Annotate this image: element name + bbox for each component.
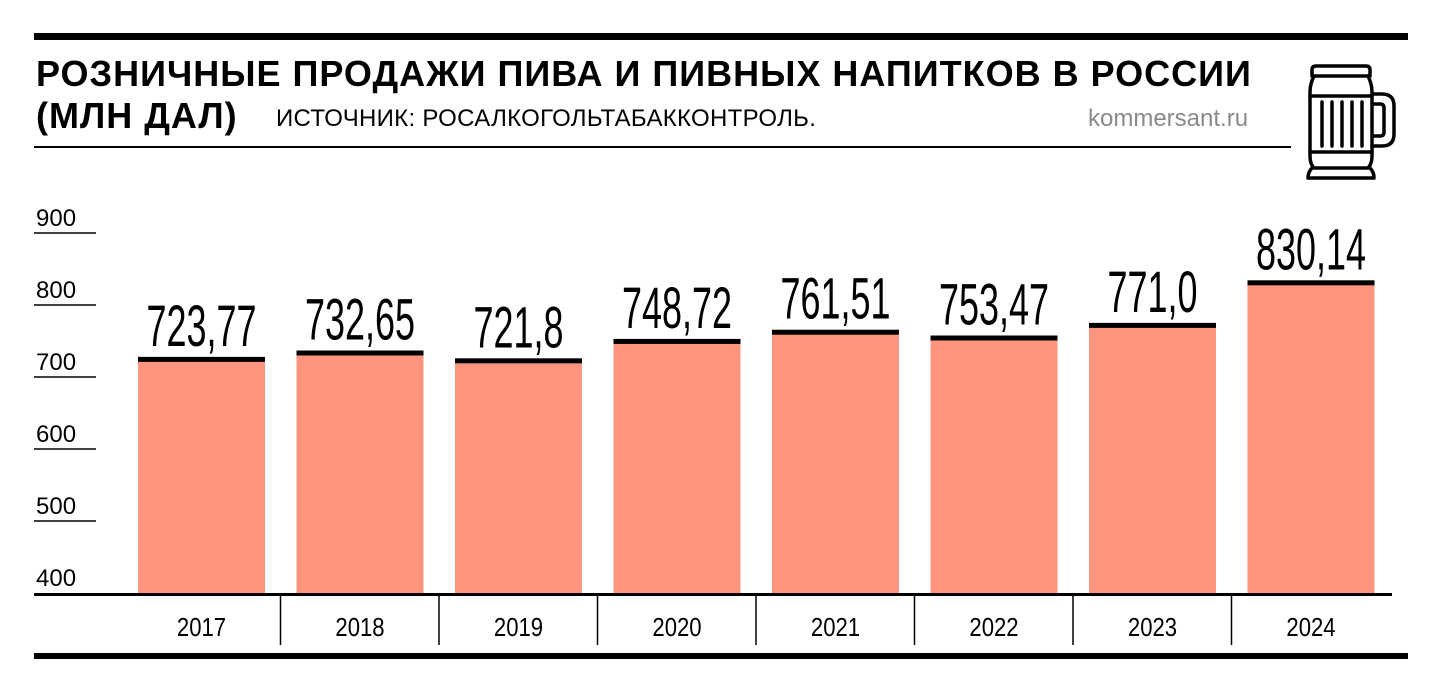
bottom-rule <box>34 653 1408 659</box>
value-label: 830,14 <box>1256 218 1366 283</box>
bar-cap-2019 <box>455 358 582 364</box>
y-tick-label: 500 <box>36 493 76 520</box>
bar-2019 <box>455 361 582 593</box>
value-label: 748,72 <box>622 276 732 341</box>
x-axis-line <box>34 593 1392 596</box>
value-label: 723,77 <box>147 294 257 359</box>
y-tick-label: 900 <box>36 205 76 232</box>
y-tick-label: 800 <box>36 277 76 304</box>
x-tick-label: 2017 <box>177 613 226 642</box>
bar-2022 <box>930 338 1058 593</box>
x-tick-label: 2019 <box>494 613 543 642</box>
bar-cap-2020 <box>613 338 741 344</box>
beer-mug-icon <box>1306 64 1396 180</box>
bar-cap-2021 <box>772 329 899 335</box>
bar-cap-2017 <box>138 356 265 362</box>
chart-title: РОЗНИЧНЫЕ ПРОДАЖИ ПИВА И ПИВНЫХ НАПИТКОВ… <box>36 53 1252 94</box>
bar-2017 <box>138 359 265 593</box>
bar-cap-2022 <box>930 335 1058 341</box>
x-tick-label: 2023 <box>1128 613 1177 642</box>
x-tick-label: 2022 <box>969 613 1018 642</box>
bar-2020 <box>613 341 741 593</box>
bar-2021 <box>772 332 899 593</box>
y-tick-label: 700 <box>36 349 76 376</box>
header-rule <box>34 146 1291 148</box>
bar-cap-2024 <box>1247 280 1375 286</box>
value-label: 761,51 <box>781 267 891 332</box>
value-label: 771,0 <box>1108 260 1198 325</box>
x-tick-label: 2024 <box>1286 613 1335 642</box>
value-label: 721,8 <box>474 296 564 361</box>
site-name: kommersant.ru <box>1088 105 1249 132</box>
bar-cap-2023 <box>1089 322 1216 328</box>
x-tick-label: 2021 <box>811 613 860 642</box>
source-note: ИСТОЧНИК: РОСАЛКОГОЛЬТАБАККОНТРОЛЬ. <box>276 105 817 132</box>
x-tick-label: 2020 <box>652 613 701 642</box>
bar-cap-2018 <box>296 350 424 356</box>
bar-2024 <box>1247 283 1375 593</box>
x-tick-label: 2018 <box>335 613 384 642</box>
chart-title-units: (МЛН ДАЛ) <box>36 95 238 136</box>
top-rule <box>34 33 1408 40</box>
y-tick-label: 400 <box>36 565 76 592</box>
bar-2023 <box>1089 325 1216 593</box>
y-tick-label: 600 <box>36 421 76 448</box>
value-label: 732,65 <box>305 288 415 353</box>
bar-2018 <box>296 353 424 593</box>
value-label: 753,47 <box>939 273 1049 338</box>
